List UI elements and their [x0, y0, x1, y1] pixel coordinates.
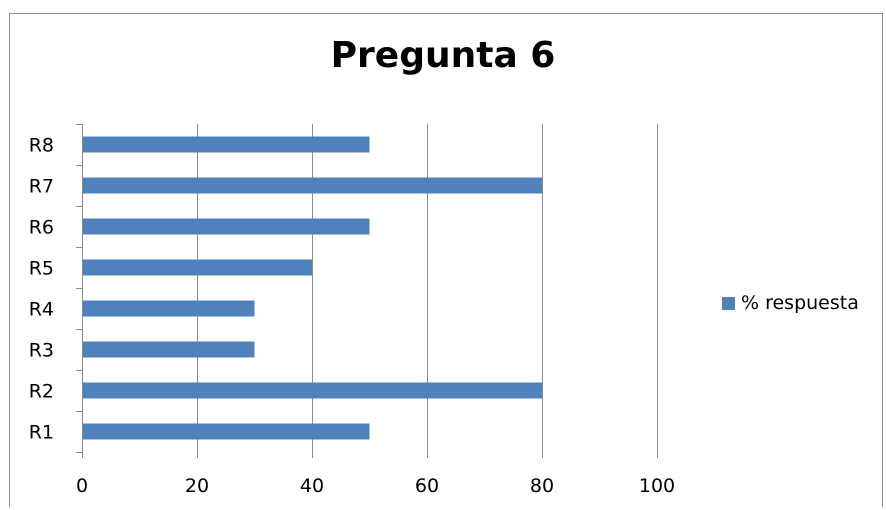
bar-r7: [83, 177, 542, 194]
bar-r3: [83, 341, 255, 358]
bar-r1: [83, 423, 370, 440]
y-tick-label: R2: [29, 381, 54, 403]
y-tick-label: R5: [29, 258, 54, 280]
y-tick-label: R3: [29, 340, 54, 362]
y-tick-label: R6: [29, 217, 54, 239]
x-tick-label: 0: [76, 475, 88, 497]
x-tick-label: 100: [639, 475, 675, 497]
bar-r2: [83, 382, 542, 399]
x-tick-label: 20: [185, 475, 209, 497]
y-tick-label: R8: [29, 135, 54, 157]
x-tick-label: 40: [300, 475, 324, 497]
x-tick-label: 60: [415, 475, 439, 497]
bar-r4: [83, 300, 255, 317]
bar-r6: [83, 218, 370, 235]
chart-title: Pregunta 6: [330, 35, 556, 76]
legend-label: % respuesta: [741, 292, 859, 314]
y-tick-label: R4: [29, 299, 54, 321]
legend: % respuesta: [722, 294, 859, 313]
bar-r8: [83, 136, 370, 153]
legend-swatch: [722, 297, 735, 310]
y-tick-label: R1: [29, 422, 54, 444]
y-tick-label: R7: [29, 176, 54, 198]
bar-r5: [83, 259, 312, 276]
x-tick-label: 80: [530, 475, 554, 497]
